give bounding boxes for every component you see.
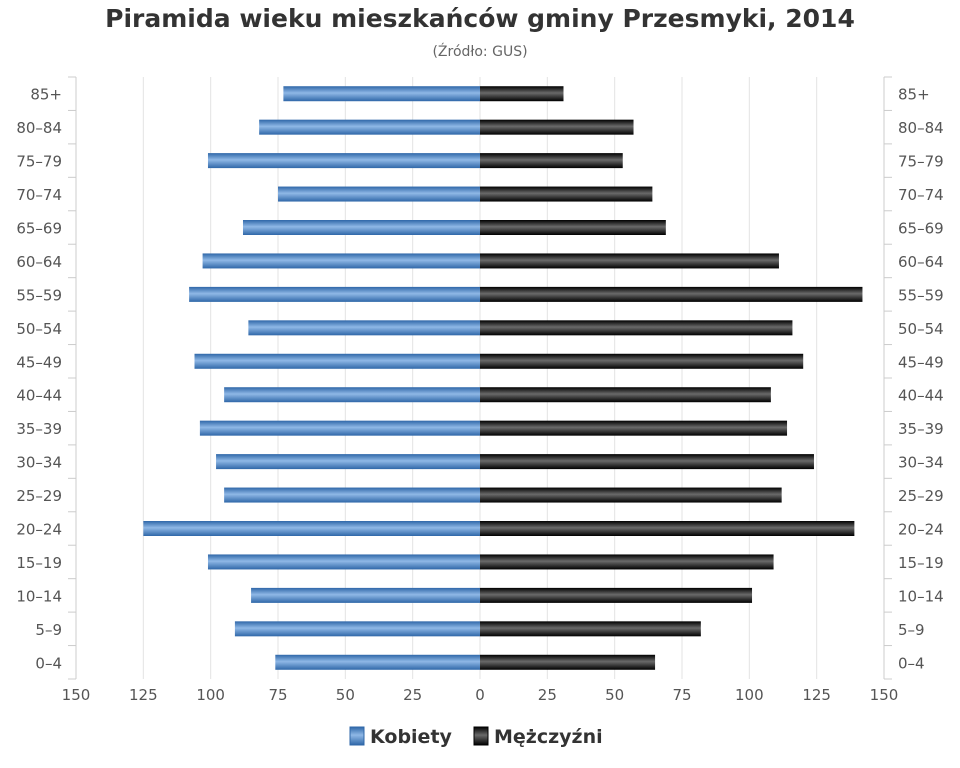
bar-kobiety (194, 353, 481, 369)
legend-label-kobiety: Kobiety (370, 726, 453, 748)
x-tick-label: 0 (475, 686, 485, 704)
bar-mezczyzni (480, 521, 855, 536)
x-tick-label: 75 (672, 686, 691, 704)
y-tick-label-right: 0–4 (898, 654, 925, 672)
bar-kobiety (259, 119, 480, 135)
y-tick-label-right: 75–79 (898, 153, 944, 171)
bar-mezczyzni (480, 286, 863, 302)
bar-kobiety (275, 654, 480, 670)
bar-mezczyzni (480, 621, 701, 637)
legend: Kobiety Mężczyźni (349, 726, 603, 748)
bar-mezczyzni (480, 454, 814, 470)
y-tick-label-left: 10–14 (16, 587, 62, 605)
bar-kobiety (251, 587, 480, 603)
x-tick-label: 150 (62, 686, 91, 704)
x-tick-label: 50 (336, 686, 355, 704)
y-tick-label-left: 60–64 (16, 253, 62, 271)
x-tick-label: 25 (538, 686, 557, 704)
bar-mezczyzni (480, 587, 753, 603)
y-tick-label-left: 30–34 (16, 454, 62, 472)
y-tick-label-left: 65–69 (16, 220, 62, 238)
bar-kobiety (207, 153, 480, 169)
y-tick-label-left: 75–79 (16, 153, 62, 171)
y-tick-label-right: 30–34 (898, 454, 944, 472)
y-tick-label-left: 45–49 (16, 353, 62, 371)
y-tick-label-left: 85+ (30, 86, 62, 104)
y-tick-label-left: 20–24 (16, 521, 62, 539)
y-tick-label-right: 80–84 (898, 119, 944, 137)
x-tick-label: 100 (196, 686, 225, 704)
bar-mezczyzni (480, 253, 779, 269)
bar-kobiety (248, 320, 480, 336)
bar-kobiety (202, 253, 480, 269)
y-tick-label-left: 50–54 (16, 320, 62, 338)
y-tick-label-left: 55–59 (16, 286, 62, 304)
bar-kobiety (199, 420, 481, 436)
bar-kobiety (234, 621, 480, 637)
x-tick-label: 150 (870, 686, 899, 704)
bar-mezczyzni (480, 387, 771, 403)
y-tick-label-right: 40–44 (898, 387, 944, 405)
bar-mezczyzni (480, 186, 653, 202)
y-tick-label-right: 65–69 (898, 220, 944, 238)
y-tick-label-right: 15–19 (898, 554, 944, 572)
bar-mezczyzni (480, 153, 623, 169)
bars-layer (143, 86, 863, 670)
bar-mezczyzni (480, 320, 793, 336)
x-tick-label: 50 (605, 686, 624, 704)
axis-layer: 150 125 100 75 50 25 0 25 50 75 100 125 150 85+ 85+ 80–… (16, 76, 944, 704)
bar-kobiety (278, 186, 480, 202)
chart-subtitle: (Źródło: GUS) (432, 44, 528, 60)
x-tick-label: 100 (735, 686, 764, 704)
y-tick-label-left: 70–74 (16, 186, 62, 204)
y-tick-label-right: 25–29 (898, 487, 944, 505)
y-tick-label-left: 80–84 (16, 119, 62, 137)
y-tick-label-right: 85+ (898, 86, 930, 104)
y-tick-label-right: 20–24 (898, 521, 944, 539)
bar-mezczyzni (480, 353, 804, 369)
bar-mezczyzni (480, 86, 564, 102)
y-tick-label-left: 25–29 (16, 487, 62, 505)
legend-swatch-kobiety (349, 726, 365, 746)
y-tick-label-right: 55–59 (898, 286, 944, 304)
bar-kobiety (207, 554, 480, 570)
y-tick-label-right: 45–49 (898, 353, 944, 371)
x-tick-label: 25 (403, 686, 422, 704)
bar-kobiety (189, 286, 480, 302)
bar-kobiety (216, 454, 480, 470)
bar-mezczyzni (480, 420, 788, 436)
y-tick-label-left: 35–39 (16, 420, 62, 438)
x-tick-label: 75 (268, 686, 287, 704)
bar-kobiety (224, 387, 480, 403)
bar-mezczyzni (480, 119, 634, 135)
legend-swatch-mezczyzni (473, 726, 489, 746)
y-tick-label-right: 10–14 (898, 587, 944, 605)
x-tick-label: 125 (802, 686, 831, 704)
y-tick-label-left: 15–19 (16, 554, 62, 572)
legend-label-mezczyzni: Mężczyźni (494, 726, 603, 748)
y-tick-label-left: 0–4 (35, 654, 62, 672)
bar-kobiety (143, 521, 481, 536)
bar-mezczyzni (480, 554, 774, 570)
y-tick-label-right: 35–39 (898, 420, 944, 438)
x-tick-label: 125 (129, 686, 158, 704)
bar-kobiety (224, 487, 480, 503)
bar-kobiety (242, 220, 480, 235)
bar-mezczyzni (480, 487, 782, 503)
y-tick-label-right: 5–9 (898, 621, 925, 639)
y-tick-label-left: 5–9 (35, 621, 62, 639)
bar-mezczyzni (480, 654, 656, 670)
bar-mezczyzni (480, 220, 666, 235)
chart-title: Piramida wieku mieszkańców gminy Przesmy… (105, 4, 855, 33)
y-tick-label-right: 50–54 (898, 320, 944, 338)
y-tick-label-left: 40–44 (16, 387, 62, 405)
y-tick-label-right: 60–64 (898, 253, 944, 271)
y-tick-label-right: 70–74 (898, 186, 944, 204)
bar-kobiety (283, 86, 480, 102)
